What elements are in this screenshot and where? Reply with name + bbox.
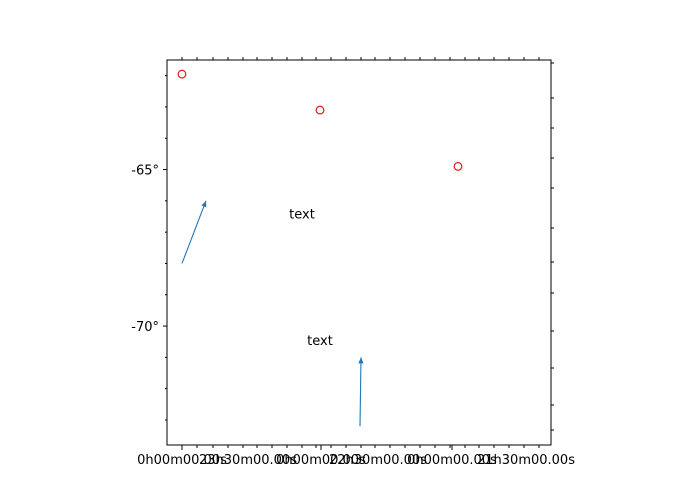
arrow-shaft [359,357,362,427]
plot-frame [166,59,552,446]
y-tick-label: -70° [131,320,159,335]
x-tick-label: 0h00m00.00s [407,453,497,468]
arrow-head [201,200,207,208]
scatter-points [177,69,463,171]
text-annotations: text text [289,207,333,349]
arrow [358,357,364,427]
annotation-text: text [307,334,333,349]
annotation-text: text [289,207,315,222]
scatter-point [315,105,325,115]
x-tick-label: 0h00m00.00s [276,453,366,468]
scatter-point [177,69,187,79]
y-tick-label: -65° [131,164,159,179]
x-tick-labels: 0h00m00.00s23h30m00.00s0h00m00.00s22h30m… [137,453,575,468]
tick-marks [163,57,554,450]
y-tick-labels: -65° -70° [131,164,159,336]
x-tick-label: 23h30m00.00s [199,453,297,468]
arrow-head [358,357,364,364]
arrow-shaft [181,200,207,264]
x-tick-label: 21h30m00.00s [477,453,575,468]
x-tick-label: 22h30m00.00s [329,453,427,468]
arrow-annotations [181,200,364,427]
scatter-point [453,162,463,171]
arrow [181,200,207,264]
x-tick-label: 0h00m00.00s [137,453,227,468]
